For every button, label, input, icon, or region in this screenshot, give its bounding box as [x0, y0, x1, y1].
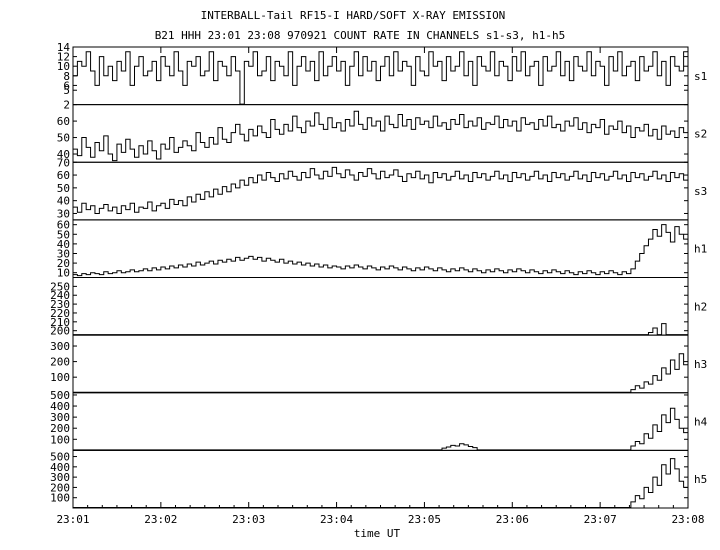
ytick-label-h1-20: 20 — [57, 257, 70, 270]
chart-subtitle: B21 HHH 23:01 23:08 970921 COUNT RATE IN… — [155, 29, 566, 42]
ytick-label-h1-50: 50 — [57, 228, 70, 241]
series-s3 — [73, 166, 688, 214]
ytick-label-h5-100: 100 — [50, 492, 70, 505]
ytick-label-h3-100: 100 — [50, 371, 70, 384]
ytick-label-s1-5: 5 — [63, 84, 70, 97]
ytick-label-s2-40: 40 — [57, 148, 70, 161]
series-h3 — [73, 353, 688, 393]
ytick-label-h2-230: 230 — [50, 298, 70, 311]
ytick-label-s1-2: 2 — [63, 99, 70, 112]
panel-label-h2: h2 — [694, 300, 707, 313]
panel-s2: 40 50 60 s2 — [57, 104, 707, 163]
ytick-label-h5-300: 300 — [50, 471, 70, 484]
ytick-label-h1-40: 40 — [57, 238, 70, 251]
ytick-label-h3-300: 300 — [50, 340, 70, 353]
panel-label-h4: h4 — [694, 416, 708, 429]
ytick-label-h2-250: 250 — [50, 280, 70, 293]
ytick-label-s1-10: 10 — [57, 60, 70, 73]
ytick-label-h5-500: 500 — [50, 451, 70, 464]
panel-frame-h4 — [72, 392, 689, 451]
panel-frame-h2 — [72, 277, 689, 336]
ytick-label-s1-14: 14 — [57, 41, 71, 54]
ytick-label-s1-6: 6 — [63, 79, 70, 92]
ytick-label-h5-400: 400 — [50, 461, 70, 474]
ytick-label-s3-30: 30 — [57, 207, 70, 220]
panel-label-s2: s2 — [694, 127, 707, 140]
ytick-label-h2-220: 220 — [50, 307, 70, 320]
panel-frame-h3 — [72, 334, 689, 394]
xtick-label-23:06: 23:06 — [496, 513, 529, 526]
ytick-label-h1-30: 30 — [57, 247, 70, 260]
series-h4 — [73, 407, 688, 451]
series-s2 — [73, 110, 688, 162]
ytick-label-h2-210: 210 — [50, 316, 70, 329]
ytick-label-h4-500: 500 — [50, 389, 70, 402]
ytick-label-h4-400: 400 — [50, 400, 70, 413]
x-axis: 23:01 23:02 23:03 23:04 23:05 23:06 23:07 23:08 — [56, 47, 705, 526]
panel-label-s1: s1 — [694, 70, 707, 83]
xtick-label-23:08: 23:08 — [671, 513, 704, 526]
ytick-label-s2-60: 60 — [57, 115, 70, 128]
x-axis-label: time UT — [354, 527, 401, 540]
series-s1 — [73, 51, 688, 105]
panel-h3: 100 200 300 h3 — [50, 334, 707, 394]
ytick-label-s3-60: 60 — [57, 169, 70, 182]
panel-label-h5: h5 — [694, 473, 707, 486]
ytick-label-h2-240: 240 — [50, 289, 70, 302]
xtick-label-23:04: 23:04 — [320, 513, 353, 526]
ytick-label-s1-12: 12 — [57, 51, 70, 64]
ytick-label-s3-40: 40 — [57, 195, 70, 208]
ytick-label-h4-200: 200 — [50, 422, 70, 435]
xtick-label-23:02: 23:02 — [144, 513, 177, 526]
ytick-label-h1-60: 60 — [57, 219, 70, 232]
ytick-label-h5-200: 200 — [50, 481, 70, 494]
panels-group: 2568101214s1405060s23040506070s310203040… — [50, 41, 708, 509]
ytick-label-s2-50: 50 — [57, 132, 70, 145]
ytick-label-s1-8: 8 — [63, 70, 70, 83]
xtick-label-23:05: 23:05 — [408, 513, 441, 526]
xtick-label-23:07: 23:07 — [584, 513, 617, 526]
panel-label-h1: h1 — [694, 243, 707, 256]
xtick-label-23:03: 23:03 — [232, 513, 265, 526]
ytick-label-h3-200: 200 — [50, 356, 70, 369]
panel-label-s3: s3 — [694, 185, 707, 198]
ytick-label-s3-70: 70 — [57, 156, 70, 169]
ytick-label-h2-200: 200 — [50, 325, 70, 338]
ytick-label-h4-100: 100 — [50, 433, 70, 446]
xtick-label-23:01: 23:01 — [56, 513, 89, 526]
ytick-label-h1-10: 10 — [57, 267, 70, 280]
chart-title: INTERBALL-Tail RF15-I HARD/SOFT X-RAY EM… — [201, 9, 506, 22]
series-h2 — [73, 323, 688, 336]
series-h1 — [73, 224, 688, 277]
ytick-label-s3-50: 50 — [57, 182, 70, 195]
panel-label-h3: h3 — [694, 358, 707, 371]
ytick-label-h4-300: 300 — [50, 411, 70, 424]
panel-frame-h5 — [72, 449, 689, 509]
panel-frame-s2 — [72, 104, 689, 163]
series-h5 — [73, 458, 688, 508]
